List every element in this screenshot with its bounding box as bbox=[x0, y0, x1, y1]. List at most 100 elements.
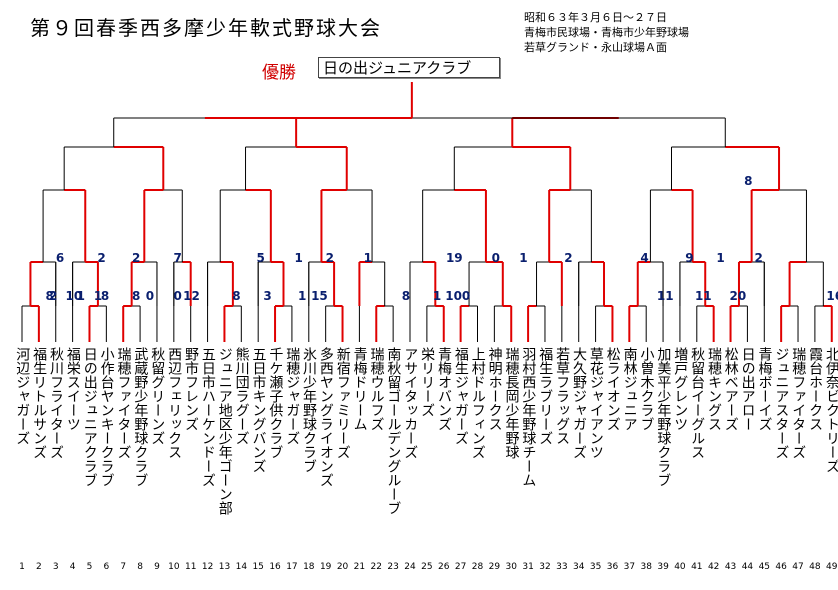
team-name: 南秋留ゴールデングルーブ bbox=[385, 347, 402, 515]
team-name: ジュニアスターズ bbox=[773, 347, 790, 459]
team-name: 野市フレンズ bbox=[182, 347, 199, 431]
score-r4: 8 bbox=[744, 174, 752, 188]
team-number: 38 bbox=[640, 562, 652, 572]
team-31: 羽村西少年野球チーム bbox=[520, 347, 537, 567]
team-number: 24 bbox=[404, 562, 416, 572]
team-name: 河辺ジャガーズ bbox=[14, 347, 31, 445]
team-number: 8 bbox=[137, 562, 143, 572]
team-name: 松林ベアーズ bbox=[722, 347, 739, 431]
team-name: 北伊奈ビクトリーズ bbox=[824, 347, 838, 473]
team-number: 7 bbox=[120, 562, 127, 572]
team-42: 瑞穂キングス bbox=[705, 347, 722, 567]
team-16: 千ケ瀬子供クラブ bbox=[267, 347, 284, 567]
team-33: 若草フラッグス bbox=[553, 347, 570, 567]
team-name: 秋川フライターズ bbox=[48, 347, 64, 459]
champion-label: 優勝 bbox=[262, 63, 296, 83]
team-name: 日の出ジュニアクラブ bbox=[81, 347, 98, 487]
score-r1: 0 bbox=[146, 289, 154, 303]
score-r2: 19 bbox=[446, 251, 463, 265]
team-20: 新宿ファミリーズ bbox=[334, 347, 351, 567]
team-29: 神明ホークス bbox=[486, 347, 503, 567]
team-25: 栄リリーズ bbox=[418, 347, 435, 567]
team-46: ジュニアスターズ bbox=[773, 347, 790, 567]
team-5: 日の出ジュニアクラブ bbox=[81, 347, 98, 567]
team-number: 11 bbox=[184, 562, 197, 572]
team-48: 霞台ホークス bbox=[806, 347, 823, 567]
team-number: 27 bbox=[454, 562, 467, 572]
team-49: 北伊奈ビクトリーズ bbox=[823, 347, 838, 567]
team-number: 29 bbox=[488, 562, 501, 572]
team-name: 霞台ホークス bbox=[807, 347, 824, 431]
team-26: 青梅オバンズ bbox=[435, 347, 452, 567]
team-number: 35 bbox=[589, 562, 602, 572]
team-9: 秋留グリーンズ bbox=[149, 347, 166, 567]
score-r2: 2 bbox=[132, 251, 140, 265]
score-r2: 2 bbox=[564, 251, 572, 265]
info-venue-2: 若草グランド・永山球場Ａ面 bbox=[524, 41, 667, 54]
team-18: 氷川少年野球クラブ bbox=[300, 347, 317, 567]
team-number: 45 bbox=[758, 562, 771, 572]
team-number: 21 bbox=[353, 562, 366, 572]
score-r1: 8 bbox=[132, 289, 140, 303]
team-6: 小作台ヤンキークラブ bbox=[98, 347, 115, 567]
team-number: 46 bbox=[775, 562, 787, 572]
team-name: 若草フラッグス bbox=[554, 347, 571, 445]
team-name: 福生リトルサンズ bbox=[31, 347, 48, 459]
team-name: 瑞穂ジャガーズ bbox=[284, 347, 301, 445]
team-name: 瑞穂長岡少年野球 bbox=[503, 347, 520, 459]
team-41: 秋留台イーグルス bbox=[688, 347, 705, 567]
score-r1: 100 bbox=[445, 289, 470, 303]
team-name: 西辺フェリックス bbox=[166, 347, 183, 459]
team-name: 新宿ファミリーズ bbox=[334, 347, 351, 459]
team-38: 小曽木クラブ bbox=[638, 347, 655, 567]
team-number: 36 bbox=[606, 562, 619, 572]
score-r1: 1 bbox=[94, 289, 102, 303]
team-name: 上村ドルフィンズ bbox=[469, 347, 486, 459]
team-number: 39 bbox=[657, 562, 669, 572]
champion-name: 日の出ジュニアクラブ bbox=[318, 57, 500, 78]
team-number: 2 bbox=[36, 562, 42, 572]
team-27: 福生ジャガーズ bbox=[452, 347, 469, 567]
score-r2: 1 bbox=[519, 251, 527, 265]
team-number: 13 bbox=[218, 562, 231, 572]
team-name: 羽村西少年野球チーム bbox=[520, 347, 537, 487]
team-14: 熊川団ラグーズ bbox=[233, 347, 250, 567]
team-name: 加美平少年野球クラブ bbox=[655, 347, 672, 487]
team-number: 18 bbox=[303, 562, 315, 572]
team-32: 福生ラブリーズ bbox=[537, 347, 554, 567]
score-r1: 8 bbox=[232, 289, 240, 303]
team-number: 30 bbox=[505, 562, 517, 572]
team-name: 青梅オバンズ bbox=[436, 347, 453, 431]
score-r1: 2 bbox=[49, 289, 57, 303]
team-7: 瑞穂ファイターズ bbox=[115, 347, 132, 567]
team-number: 44 bbox=[741, 562, 754, 572]
team-15: 五日市キングバンズ bbox=[250, 347, 267, 567]
info-venue-1: 青梅市民球場・青梅市少年野球場 bbox=[524, 26, 689, 39]
team-name: 青梅ボーイズ bbox=[756, 347, 773, 431]
team-1: 河辺ジャガーズ bbox=[14, 347, 31, 567]
team-number: 49 bbox=[826, 562, 838, 572]
team-44: 日の出アロー bbox=[739, 347, 756, 567]
score-r1: 20 bbox=[730, 289, 747, 303]
score-r2: 2 bbox=[326, 251, 334, 265]
team-name: 秋留台イーグルス bbox=[689, 347, 706, 459]
team-30: 瑞穂長岡少年野球 bbox=[503, 347, 520, 567]
team-name: 大久野ジャガーズ bbox=[570, 347, 587, 459]
team-2: 福生リトルサンズ bbox=[30, 347, 47, 567]
team-number: 10 bbox=[168, 562, 180, 572]
team-name: 熊川団ラグーズ bbox=[233, 347, 250, 445]
team-47: 瑞穂ファイターズ bbox=[790, 347, 807, 567]
team-name: 草花ジャイアンツ bbox=[587, 347, 604, 459]
score-r1: 8 bbox=[101, 289, 109, 303]
team-43: 松林ベアーズ bbox=[722, 347, 739, 567]
team-number: 33 bbox=[556, 562, 568, 572]
team-34: 大久野ジャガーズ bbox=[570, 347, 587, 567]
team-24: アサイタッカーズ bbox=[402, 347, 419, 567]
score-r1: 15 bbox=[311, 289, 328, 303]
score-r1: 0 bbox=[173, 289, 181, 303]
score-r2: 0 bbox=[492, 251, 500, 265]
team-name: ジュニア地区少年ゴーン部 bbox=[216, 347, 233, 515]
team-name: アサイタッカーズ bbox=[402, 347, 419, 459]
team-name: 増戸グレンツ bbox=[672, 347, 689, 431]
team-name: 小作台ヤンキークラブ bbox=[98, 347, 115, 487]
